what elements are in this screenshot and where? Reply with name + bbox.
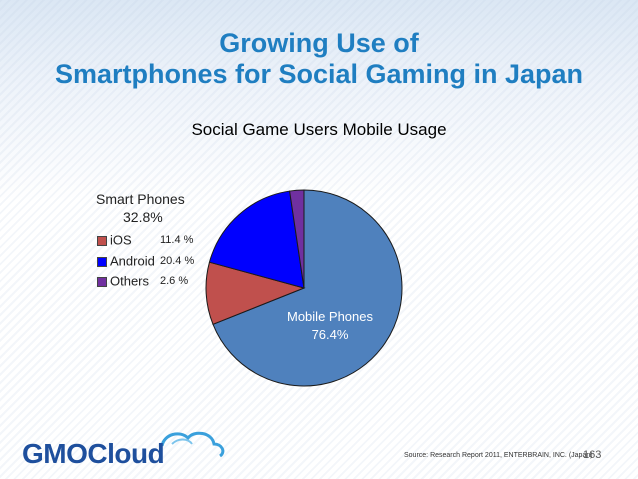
- legend-label-others: Others: [110, 273, 150, 289]
- smartphones-group-label: Smart Phones 32.8%: [96, 190, 216, 226]
- legend-swatch-android: [97, 256, 107, 267]
- legend-label-ios: iOS: [110, 232, 132, 248]
- slide-title: Growing Use of Smartphones for Social Ga…: [0, 28, 638, 90]
- logo-cloud: Cloud: [87, 438, 165, 469]
- pie-slice-mobile-phones: [212, 189, 403, 387]
- legend-item-others: Others 2.6 %: [97, 273, 207, 289]
- source-note: Source: Research Report 2011, ENTERBRAIN…: [404, 452, 593, 459]
- legend-value-ios: 11.4 %: [160, 234, 194, 246]
- logo-wordmark: GMOCloud: [22, 438, 165, 470]
- legend-swatch-ios: [97, 235, 107, 246]
- slide-title-line1: Growing Use of: [219, 28, 419, 58]
- legend-value-android: 20.4 %: [160, 255, 195, 267]
- smartphones-value: 32.8%: [123, 209, 163, 225]
- mobile-phones-label: Mobile Phones: [287, 309, 373, 324]
- legend-label-android: Android: [110, 253, 155, 269]
- legend-item-android: Android 20.4 %: [97, 253, 207, 269]
- legend-value-others: 2.6 %: [160, 275, 189, 287]
- pie-slice-others: [289, 189, 305, 289]
- mobile-phones-data-label: Mobile Phones 76.4%: [270, 308, 390, 344]
- mobile-phones-value: 76.4%: [311, 327, 349, 342]
- legend-swatch-others: [97, 276, 107, 287]
- legend-item-ios: iOS 11.4 %: [97, 232, 207, 248]
- page-number: 163: [583, 449, 602, 461]
- gmo-cloud-logo: GMOCloud: [22, 424, 232, 470]
- logo-gmo: GMO: [22, 438, 88, 469]
- smartphones-label: Smart Phones: [96, 191, 185, 207]
- slide-title-line2: Smartphones for Social Gaming in Japan: [54, 59, 584, 89]
- chart-title: Social Game Users Mobile Usage: [191, 120, 447, 139]
- logo-cloud-icon: [160, 431, 225, 458]
- pie-slice-android: [208, 190, 305, 289]
